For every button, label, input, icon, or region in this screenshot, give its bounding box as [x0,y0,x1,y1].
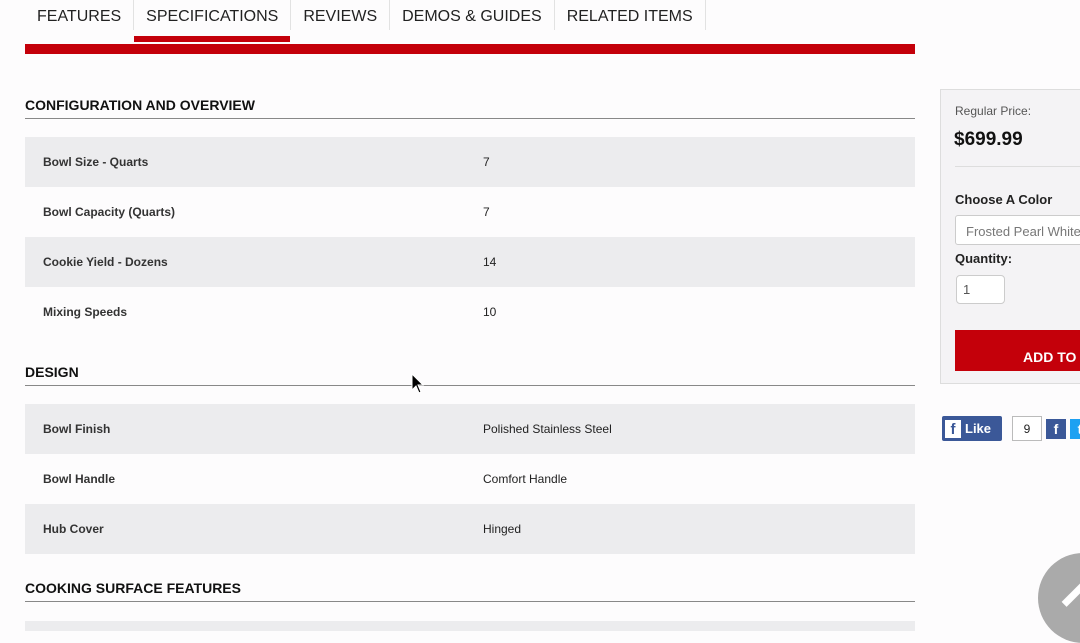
facebook-icon: f [945,419,961,438]
purchase-panel: Regular Price: $699.99 Choose A Color Fr… [940,89,1080,384]
spec-value: Polished Stainless Steel [483,422,612,436]
section-design: DESIGN Bowl Finish Polished Stainless Ste… [25,362,915,554]
table-row: Bowl Finish Polished Stainless Steel [25,404,915,454]
spec-label: Bowl Size - Quarts [43,155,149,169]
color-label: Choose A Color [955,192,1053,207]
add-to-cart-button[interactable]: ADD TO CART [955,330,1080,371]
spec-value: 7 [483,155,490,169]
spec-label: Hub Cover [43,522,104,536]
facebook-share-icon[interactable]: f [1046,418,1066,439]
like-label: Like [965,421,992,436]
spec-value: Comfort Handle [483,472,568,486]
quantity-label: Quantity: [955,251,1013,266]
spec-label: Bowl Capacity (Quarts) [43,205,176,219]
table-row: Bowl Capacity (Quarts) 7 [25,187,915,237]
table-row [25,621,915,631]
twitter-share-icon[interactable]: t [1070,418,1080,439]
price-label: Regular Price: [955,104,1032,118]
section-title: DESIGN [25,362,915,386]
spec-label: Bowl Finish [43,422,111,436]
tab-demos-guides[interactable]: DEMOS & GUIDES [390,0,555,30]
edit-floating-button[interactable] [1038,553,1080,643]
table-row: Bowl Size - Quarts 7 [25,137,915,187]
facebook-like-button[interactable]: f Like [942,416,1002,441]
mouse-cursor-icon [411,373,425,394]
section-title: CONFIGURATION AND OVERVIEW [25,95,915,119]
product-tabs: FEATURES SPECIFICATIONS REVIEWS DEMOS & … [25,0,706,42]
table-row: Cookie Yield - Dozens 14 [25,237,915,287]
spec-value: 7 [483,205,490,219]
divider [955,166,1080,167]
spec-label: Bowl Handle [43,472,116,486]
section-cooking-surface: COOKING SURFACE FEATURES [25,578,915,631]
quantity-input[interactable]: 1 [956,275,1005,304]
color-select[interactable]: Frosted Pearl White [955,215,1080,245]
spec-value: 10 [483,305,497,319]
table-row: Mixing Speeds 10 [25,287,915,337]
tab-reviews[interactable]: REVIEWS [291,0,391,30]
table-row: Bowl Handle Comfort Handle [25,454,915,504]
spec-label: Cookie Yield - Dozens [43,255,168,269]
spec-value: Hinged [483,522,522,536]
social-bar: f Like 9 f t [942,416,1080,441]
table-row: Hub Cover Hinged [25,504,915,554]
like-count: 9 [1012,416,1042,441]
section-configuration: CONFIGURATION AND OVERVIEW Bowl Size - Q… [25,95,915,337]
section-title: COOKING SURFACE FEATURES [25,578,915,602]
tab-specifications[interactable]: SPECIFICATIONS [134,0,292,42]
price-value: $699.99 [954,129,1023,150]
tab-related-items[interactable]: RELATED ITEMS [555,0,706,30]
tabs-underline-bar [25,44,915,54]
tab-features[interactable]: FEATURES [25,0,135,30]
spec-label: Mixing Speeds [43,305,128,319]
spec-value: 14 [483,255,497,269]
